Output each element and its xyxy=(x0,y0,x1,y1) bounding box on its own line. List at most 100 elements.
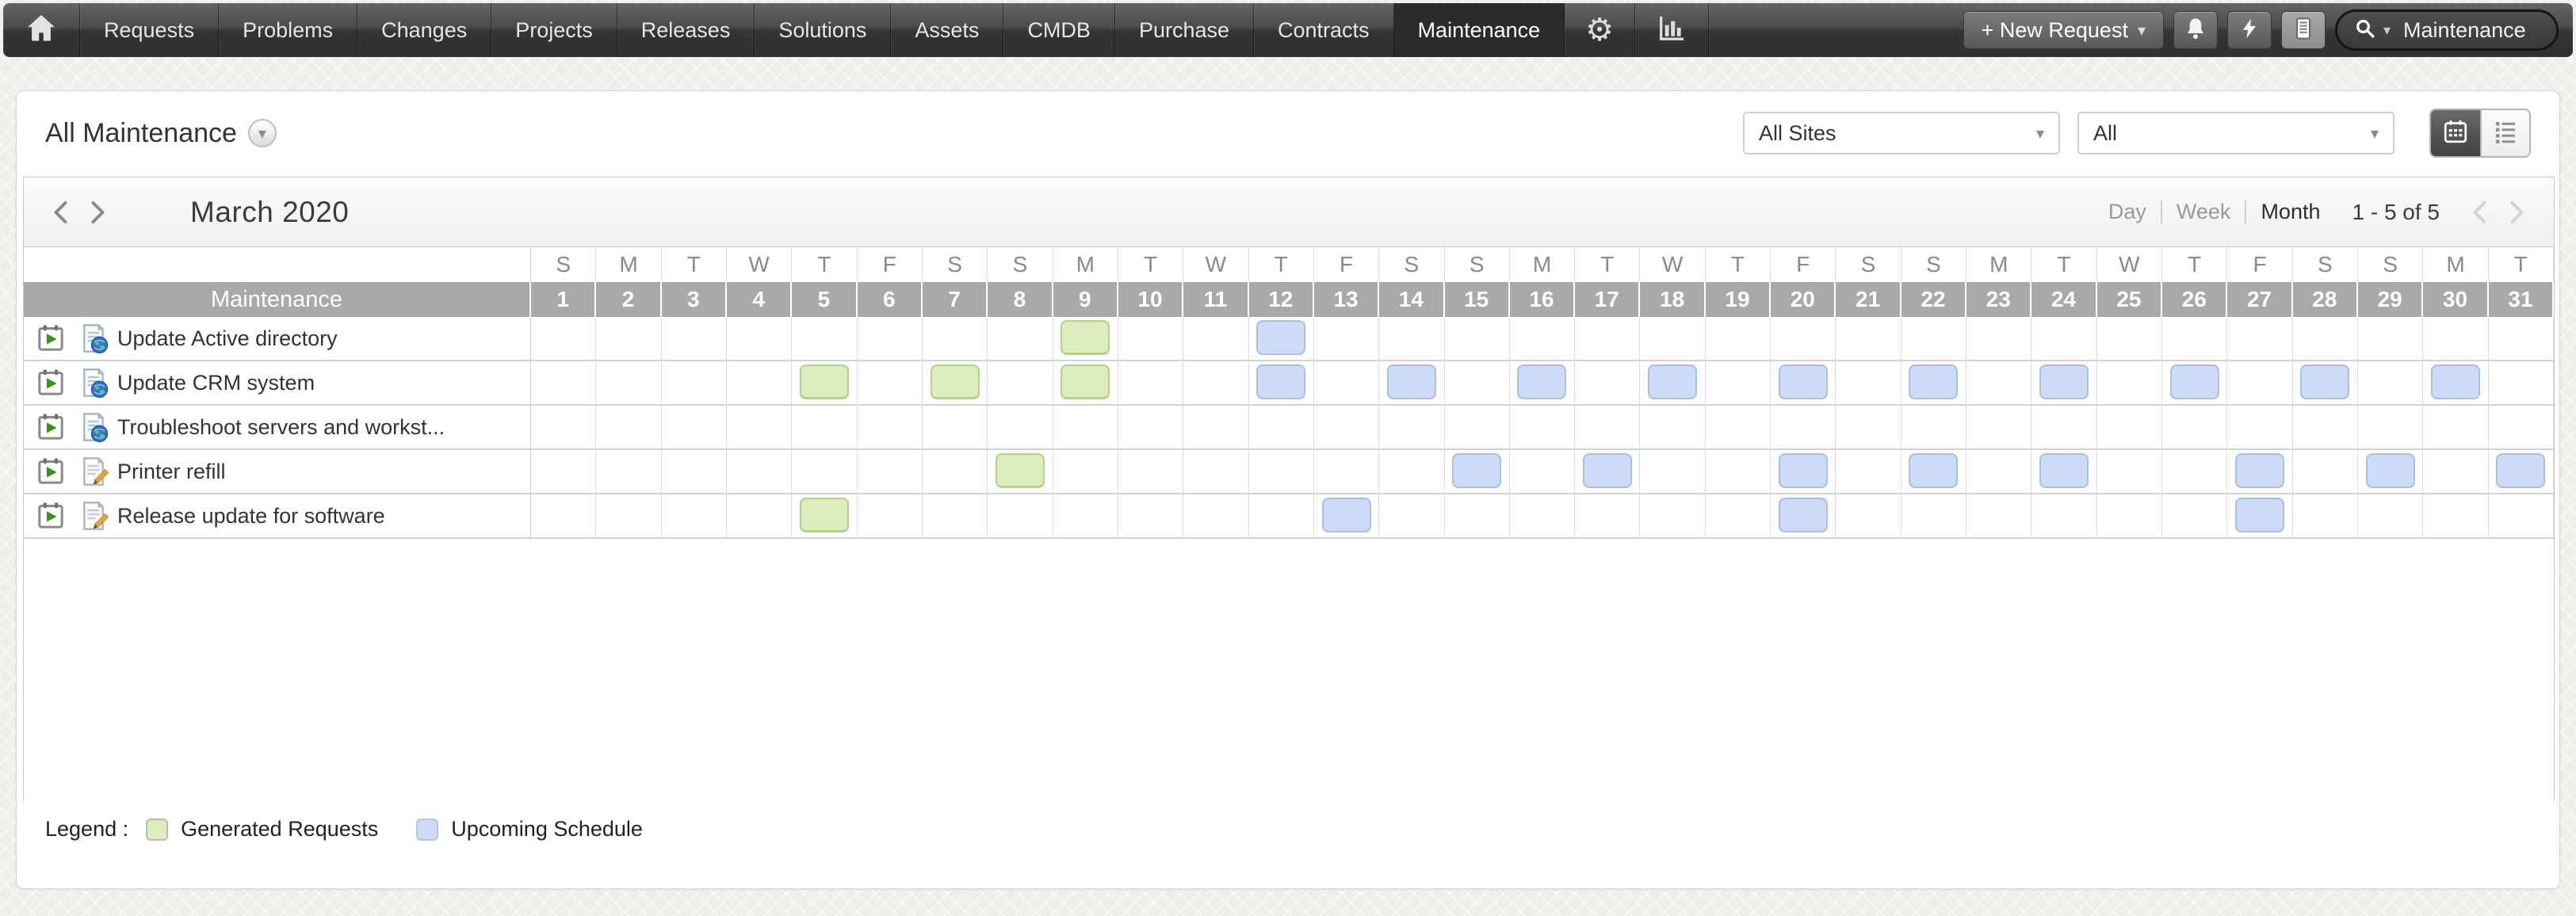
upcoming-schedule-event[interactable] xyxy=(1909,364,1959,399)
calendar-cell[interactable] xyxy=(1771,450,1836,494)
notifications-button[interactable] xyxy=(2173,11,2218,49)
calendar-cell[interactable] xyxy=(1379,361,1445,406)
calendar-cell[interactable] xyxy=(2227,450,2293,494)
view-week[interactable]: Week xyxy=(2176,200,2231,223)
generated-request-event[interactable] xyxy=(930,364,980,399)
previous-month-button[interactable] xyxy=(44,195,79,230)
new-request-button[interactable]: + New Request ▾ xyxy=(1963,11,2164,49)
calendar-cell[interactable] xyxy=(988,450,1053,494)
calendar-cell[interactable] xyxy=(1444,450,1510,494)
nav-item-assets[interactable]: Assets xyxy=(891,3,1004,57)
category-filter-select[interactable]: All ▾ xyxy=(2077,112,2394,155)
calendar-cell[interactable] xyxy=(1771,361,1836,406)
maintenance-title[interactable]: Release update for software xyxy=(117,503,385,528)
home-tab[interactable] xyxy=(3,3,80,57)
calendar-view-button[interactable] xyxy=(2431,110,2480,156)
next-page-button[interactable] xyxy=(2498,195,2533,230)
calendar-cell[interactable] xyxy=(1640,361,1706,406)
quick-actions-button[interactable] xyxy=(2227,11,2272,49)
upcoming-schedule-event[interactable] xyxy=(1778,453,1828,488)
global-search-input[interactable]: ▾ Maintenance xyxy=(2335,10,2559,51)
upcoming-schedule-event[interactable] xyxy=(2235,498,2285,532)
generated-request-event[interactable] xyxy=(1061,320,1110,355)
calendar-cell[interactable] xyxy=(922,361,988,406)
upcoming-schedule-event[interactable] xyxy=(1778,364,1828,399)
day-number: 23 xyxy=(1966,282,2032,317)
list-view-button[interactable] xyxy=(2480,110,2529,156)
reports-tab[interactable] xyxy=(1635,3,1710,57)
search-scope-chevron-icon[interactable]: ▾ xyxy=(2383,21,2391,38)
schedule-calendar-play-icon[interactable] xyxy=(35,500,67,532)
calendar-cell[interactable] xyxy=(792,361,858,406)
upcoming-schedule-event[interactable] xyxy=(2496,453,2546,488)
upcoming-schedule-event[interactable] xyxy=(2235,453,2285,488)
generated-request-event[interactable] xyxy=(1061,364,1110,399)
calendar-cell[interactable] xyxy=(2423,361,2489,406)
upcoming-schedule-event[interactable] xyxy=(1256,320,1306,355)
nav-item-releases[interactable]: Releases xyxy=(617,3,755,57)
nav-item-requests[interactable]: Requests xyxy=(80,3,220,57)
view-day[interactable]: Day xyxy=(2108,200,2146,223)
admin-tab[interactable]: ⚙ xyxy=(1565,3,1636,57)
calendar-cell[interactable] xyxy=(1901,361,1967,406)
upcoming-schedule-event[interactable] xyxy=(2300,364,2350,399)
nav-item-purchase[interactable]: Purchase xyxy=(1115,3,1255,57)
calendar-cell[interactable] xyxy=(792,494,858,539)
calendar-cell[interactable] xyxy=(2031,450,2097,494)
nav-item-solutions[interactable]: Solutions xyxy=(755,3,892,57)
upcoming-schedule-event[interactable] xyxy=(1517,364,1567,399)
calendar-cell[interactable] xyxy=(2162,361,2228,406)
calendar-cell[interactable] xyxy=(1771,494,1836,539)
calendar-cell[interactable] xyxy=(1313,494,1380,539)
generated-request-event[interactable] xyxy=(995,453,1045,488)
site-filter-select[interactable]: All Sites ▾ xyxy=(1743,112,2060,155)
schedule-calendar-play-icon[interactable] xyxy=(35,411,67,443)
generated-request-event[interactable] xyxy=(799,498,849,532)
calendar-cell[interactable] xyxy=(1509,361,1576,406)
calendar-cell[interactable] xyxy=(2488,450,2554,494)
nav-item-changes[interactable]: Changes xyxy=(357,3,492,57)
nav-item-contracts[interactable]: Contracts xyxy=(1254,3,1394,57)
maintenance-title[interactable]: Printer refill xyxy=(117,459,226,483)
calendar-cell[interactable] xyxy=(1248,361,1314,406)
upcoming-schedule-event[interactable] xyxy=(2039,364,2089,399)
calendar-cell[interactable] xyxy=(2292,361,2359,406)
upcoming-schedule-event[interactable] xyxy=(1386,364,1436,399)
calendar-cell[interactable] xyxy=(1248,317,1314,361)
upcoming-schedule-event[interactable] xyxy=(1778,498,1828,532)
upcoming-schedule-event[interactable] xyxy=(1648,364,1698,399)
nav-item-cmdb[interactable]: CMDB xyxy=(1003,3,1115,57)
calendar-cell[interactable] xyxy=(1901,450,1967,494)
calendar-cell[interactable] xyxy=(1053,361,1118,406)
day-number: 28 xyxy=(2292,282,2359,317)
upcoming-schedule-event[interactable] xyxy=(1909,453,1959,488)
next-month-button[interactable] xyxy=(79,195,114,230)
nav-item-projects[interactable]: Projects xyxy=(491,3,617,57)
nav-item-problems[interactable]: Problems xyxy=(219,3,358,57)
upcoming-schedule-event[interactable] xyxy=(2431,364,2480,399)
generated-request-event[interactable] xyxy=(799,364,849,399)
maintenance-title[interactable]: Update Active directory xyxy=(117,326,338,350)
calendar-cell[interactable] xyxy=(1575,450,1641,494)
calendar-cell[interactable] xyxy=(2031,361,2097,406)
calendar-cell[interactable] xyxy=(2358,450,2424,494)
previous-page-button[interactable] xyxy=(2463,195,2498,230)
upcoming-schedule-event[interactable] xyxy=(1582,453,1632,488)
view-month[interactable]: Month xyxy=(2261,200,2321,223)
upcoming-schedule-event[interactable] xyxy=(1452,453,1502,488)
calendar-cell[interactable] xyxy=(2227,494,2293,539)
nav-item-maintenance[interactable]: Maintenance xyxy=(1393,3,1565,57)
view-selector-dropdown-button[interactable]: ▾ xyxy=(247,119,277,147)
upcoming-schedule-event[interactable] xyxy=(2169,364,2219,399)
upcoming-schedule-event[interactable] xyxy=(2039,453,2089,488)
mobile-app-button[interactable] xyxy=(2281,11,2326,49)
upcoming-schedule-event[interactable] xyxy=(1321,498,1371,532)
upcoming-schedule-event[interactable] xyxy=(1256,364,1306,399)
maintenance-title[interactable]: Troubleshoot servers and workst... xyxy=(117,414,445,439)
schedule-calendar-play-icon[interactable] xyxy=(35,323,67,354)
maintenance-title[interactable]: Update CRM system xyxy=(117,370,315,395)
schedule-calendar-play-icon[interactable] xyxy=(35,456,67,487)
calendar-cell[interactable] xyxy=(1053,317,1118,361)
upcoming-schedule-event[interactable] xyxy=(2365,453,2415,488)
schedule-calendar-play-icon[interactable] xyxy=(35,367,67,399)
